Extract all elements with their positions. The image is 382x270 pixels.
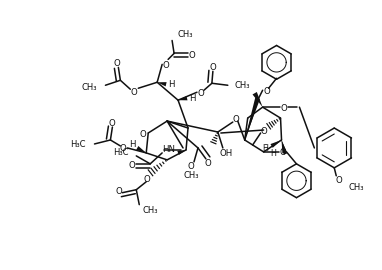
Text: O: O [120,144,127,153]
Text: O: O [280,104,287,113]
Text: O: O [163,61,170,70]
Text: O: O [108,119,115,127]
Text: O: O [189,51,195,60]
Text: H̄: H̄ [263,144,269,153]
Polygon shape [157,82,167,86]
Text: O: O [131,88,138,97]
Text: CH₃: CH₃ [142,206,158,215]
Text: O: O [232,114,239,124]
Text: O: O [140,130,147,139]
Text: O: O [336,176,343,185]
Text: CH₃: CH₃ [82,83,97,92]
Polygon shape [282,140,286,153]
Text: OH: OH [219,149,232,158]
Text: H: H [168,80,174,89]
Text: CH₃: CH₃ [177,30,193,39]
Text: H: H [270,149,277,158]
Text: O: O [197,89,204,98]
Polygon shape [177,150,186,155]
Polygon shape [178,96,188,100]
Polygon shape [282,140,287,154]
Text: O: O [129,161,136,170]
Text: O: O [188,162,194,171]
Text: H₃C: H₃C [70,140,86,150]
Polygon shape [270,140,282,148]
Polygon shape [136,146,146,153]
Text: O: O [204,159,211,168]
Polygon shape [253,92,263,107]
Text: CH₃: CH₃ [235,81,250,90]
Text: O: O [115,187,122,196]
Text: H: H [189,94,195,103]
Text: H: H [129,140,136,150]
Text: O: O [263,87,270,96]
Text: O: O [113,59,120,68]
Text: O: O [260,127,267,136]
Text: H₃C: H₃C [113,148,128,157]
Text: O: O [209,63,216,72]
Text: CH₃: CH₃ [348,183,364,192]
Polygon shape [245,97,260,140]
Text: HN: HN [163,146,176,154]
Text: CH₃: CH₃ [183,171,199,180]
Text: O: O [144,175,151,184]
Text: O: O [279,148,286,157]
